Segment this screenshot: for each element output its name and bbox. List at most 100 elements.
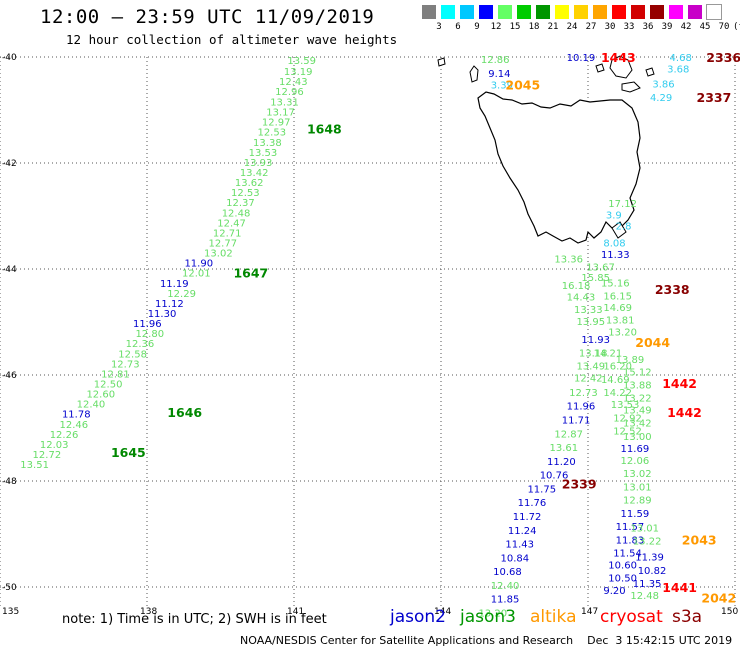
track-time-labels: 1648 1647 1646 1645 2045 1443 2336 2337 2338 2044… (111, 50, 740, 606)
wave-height-label: 16.18 (562, 281, 591, 292)
legend-label: 9 (474, 22, 480, 32)
wave-height-label: 13.51 (20, 460, 49, 471)
track-time-label: 2042 (701, 591, 736, 606)
wave-height-label: 13.49 (623, 405, 652, 416)
satellite-jason3: jason3 (460, 607, 516, 627)
wave-height-label: 12.71 (213, 228, 242, 239)
wave-height-label: 12.92 (613, 413, 642, 424)
wave-height-label: 16.20 (603, 361, 632, 372)
lon-label: 147 (581, 607, 598, 617)
wave-height-label: 12.06 (621, 456, 650, 467)
legend-label: 30 (604, 22, 616, 32)
wave-height-label: 10.60 (608, 561, 637, 572)
wave-height-label: 3.39 (491, 81, 513, 92)
legend-label: 27 (585, 22, 597, 32)
wave-height-label: 11.93 (581, 335, 610, 346)
lat-label: -44 (2, 265, 17, 275)
wave-height-label: 13.00 (623, 432, 652, 443)
wave-height-label: 11.30 (148, 309, 177, 320)
wave-height-label: 11.78 (62, 410, 91, 421)
wave-height-label: 11.33 (601, 250, 630, 261)
credit-line: NOAA/NESDIS Center for Satellite Applica… (240, 634, 733, 647)
wave-height-label: 12.53 (257, 128, 286, 139)
footnote: note: 1) Time is in UTC; 2) SWH is in fe… (62, 612, 327, 627)
wave-height-label: 2.8 (616, 222, 632, 233)
wave-height-label: 13.93 (244, 158, 273, 169)
legend-label: 12 (490, 22, 502, 32)
legend-swatch (631, 5, 645, 19)
lat-label: -46 (2, 371, 17, 381)
wave-height-label: 11.43 (505, 540, 534, 551)
wave-height-label: 12.77 (208, 239, 237, 250)
wave-height-label: 12.43 (279, 77, 308, 88)
track-time-label: 1647 (233, 266, 268, 281)
wave-height-label: 13.38 (253, 138, 282, 149)
islet-1 (595, 63, 605, 73)
wave-height-label: 11.20 (547, 457, 576, 468)
wave-height-label: 15.85 (581, 273, 610, 284)
wave-height-label: 11.19 (160, 279, 189, 290)
satellite-jason2: jason2 (390, 607, 446, 627)
flinders-island (609, 55, 633, 79)
wave-height-label: 11.90 (184, 259, 213, 270)
wave-height-label: 13.49 (576, 361, 605, 372)
legend-swatch (479, 5, 493, 19)
legend-swatch (517, 5, 531, 19)
wave-height-label: 10.82 (638, 566, 667, 577)
legend-swatch (498, 5, 512, 19)
wave-height-label: 12.53 (231, 188, 260, 199)
wave-height-label: 12.01 (182, 269, 211, 280)
wave-height-label: 12.50 (94, 379, 123, 390)
track-time-label: 1443 (601, 50, 636, 65)
legend-swatch (460, 5, 474, 19)
wave-height-label: 14.69 (603, 303, 632, 314)
wave-height-label: 11.24 (508, 526, 537, 537)
wave-height-label: 14.69 (601, 375, 630, 386)
legend-swatch (669, 5, 683, 19)
wave-height-label: 12.96 (275, 87, 304, 98)
legend-swatch (650, 5, 664, 19)
wave-height-label: 11.69 (621, 444, 650, 455)
track-time-label: 1441 (662, 580, 697, 595)
wave-height-label: 11.71 (562, 416, 591, 427)
track-time-label: 2043 (682, 532, 717, 547)
wave-height-label: 11.75 (527, 484, 556, 495)
legend-swatch (574, 5, 588, 19)
wave-height-label: 13.61 (550, 443, 579, 454)
wave-height-label: 12.37 (226, 198, 255, 209)
lat-label: -40 (2, 53, 17, 63)
wave-height-label: 16.15 (603, 292, 632, 303)
legend-label: 45 (699, 22, 711, 32)
wave-height-label: 13.53 (249, 148, 278, 159)
wave-height-label: 3.9 (606, 210, 622, 221)
track-time-label: 2045 (505, 78, 540, 93)
legend-label: 24 (566, 22, 578, 32)
legend-label: 15 (509, 22, 521, 32)
wave-height-label: 12.42 (574, 374, 603, 385)
track-time-label: 2044 (635, 335, 670, 350)
wave-height-label: 11.85 (491, 595, 520, 606)
wave-height-label: 10.76 (540, 471, 569, 482)
legend-swatch (422, 5, 436, 19)
legend-label: (ft) (733, 22, 740, 32)
satellite-altika: altika (530, 607, 577, 627)
map-title: 12:00 – 23:59 UTC 11/09/2019 (40, 6, 375, 28)
wave-height-label: 9.14 (488, 69, 510, 80)
wave-height-label: 11.54 (613, 549, 642, 560)
wave-height-label: 12.36 (126, 339, 155, 350)
wave-height-label: 13.19 (284, 67, 313, 78)
satellite-cryosat: cryosat (600, 607, 663, 627)
wave-height-label: 10.19 (567, 53, 596, 64)
track-time-label: 2337 (697, 90, 732, 105)
wave-height-label: 13.62 (235, 178, 264, 189)
latitude-labels: -40 -42 -44 -46 -48 -50 (2, 53, 17, 593)
wave-height-label: 12.29 (167, 289, 196, 300)
legend-label: 3 (436, 22, 442, 32)
track-time-label: 1646 (167, 405, 202, 420)
wave-height-label: 12.73 (569, 388, 598, 399)
islet-3 (645, 67, 655, 77)
wave-height-label: 15.12 (623, 367, 652, 378)
wave-height-label: 12.03 (40, 440, 69, 451)
longitude-labels: 135 138 141 144 147 150 (2, 607, 738, 617)
king-island (469, 65, 479, 83)
